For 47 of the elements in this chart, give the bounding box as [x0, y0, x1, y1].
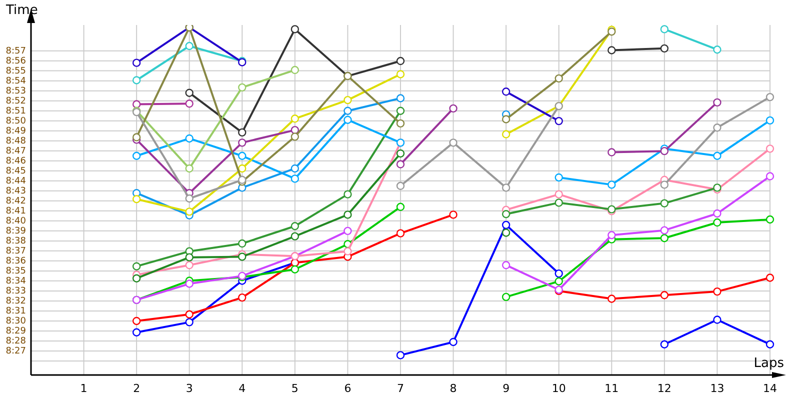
y-tick-label: 8:27 — [6, 346, 26, 356]
y-tick-label: 8:34 — [6, 276, 26, 286]
y-tick-label: 8:57 — [6, 46, 26, 56]
x-tick-label: 7 — [397, 382, 404, 396]
y-tick-label: 8:28 — [6, 336, 26, 346]
y-tick-label: 8:33 — [6, 286, 26, 296]
x-tick-label: 9 — [502, 382, 510, 396]
y-tick-label: 8:46 — [6, 156, 26, 166]
y-tick-label: 8:43 — [6, 186, 26, 196]
y-tick-label: 8:44 — [6, 176, 26, 186]
y-tick-label: 8:35 — [6, 266, 26, 276]
y-tick-label: 8:36 — [6, 256, 26, 266]
y-tick-label: 8:56 — [6, 56, 26, 66]
x-tick-label: 5 — [291, 382, 298, 396]
x-tick-label: 3 — [186, 382, 193, 396]
y-tick-label: 8:48 — [6, 136, 26, 146]
y-tick-label: 8:31 — [6, 306, 26, 316]
y-tick-label: 8:54 — [6, 76, 26, 86]
y-tick-label: 8:52 — [6, 96, 26, 106]
x-axis-title: Laps — [754, 356, 784, 371]
y-tick-label: 8:45 — [6, 166, 26, 176]
x-tick-label: 1 — [80, 382, 88, 396]
y-tick-label: 8:29 — [6, 326, 26, 336]
x-tick-label: 10 — [552, 382, 566, 396]
x-tick-label: 6 — [344, 382, 352, 396]
x-tick-label: 12 — [657, 382, 672, 396]
x-tick-label: 8 — [450, 382, 457, 396]
y-tick-label: 8:47 — [6, 146, 26, 156]
y-tick-label: 8:42 — [6, 196, 26, 206]
y-tick-label: 8:51 — [6, 106, 26, 116]
x-tick-label: 13 — [710, 382, 724, 396]
y-tick-label: 8:50 — [6, 116, 26, 126]
y-tick-label: 8:49 — [6, 126, 26, 136]
x-tick-label: 2 — [133, 382, 140, 396]
y-tick-label: 8:37 — [6, 246, 26, 256]
y-tick-label: 8:30 — [6, 316, 26, 326]
y-tick-label: 8:32 — [6, 296, 26, 306]
y-tick-label: 8:40 — [6, 216, 26, 226]
x-tick-label: 4 — [238, 382, 246, 396]
x-tick-label: 14 — [763, 382, 777, 396]
y-tick-label: 8:41 — [6, 206, 26, 216]
x-tick-label: 11 — [604, 382, 619, 396]
y-tick-label: 8:55 — [6, 66, 26, 76]
y-tick-label: 8:53 — [6, 86, 26, 96]
y-axis-title: Time — [5, 3, 38, 18]
y-tick-label: 8:39 — [6, 226, 26, 236]
y-tick-label: 8:38 — [6, 236, 26, 246]
